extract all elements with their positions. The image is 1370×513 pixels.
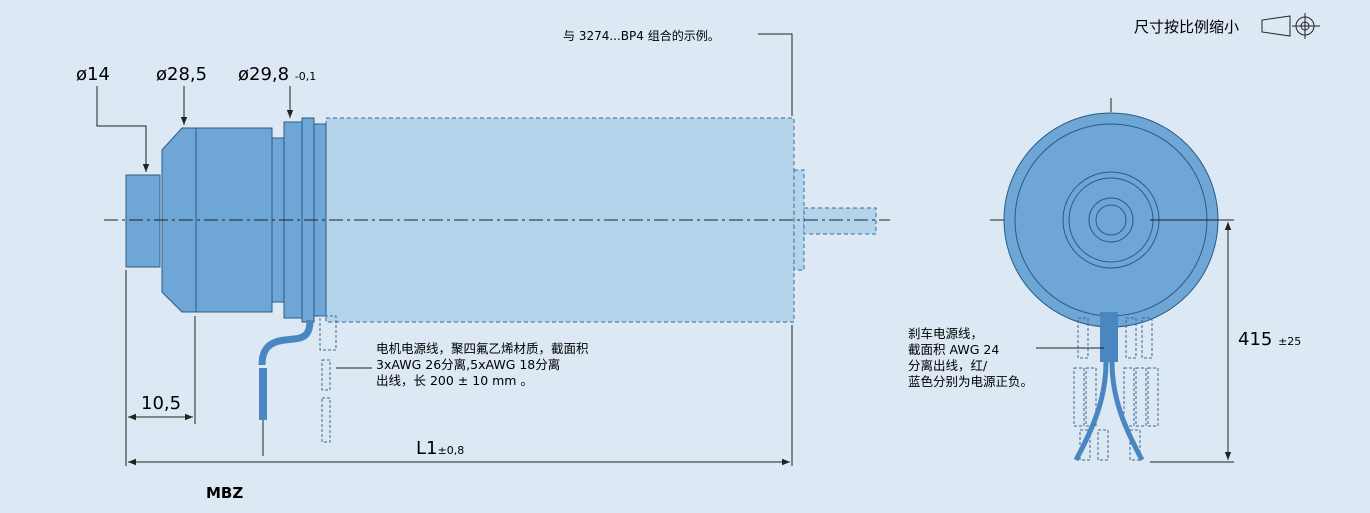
brake-cable-side bbox=[319, 315, 337, 443]
motor-cable-lead bbox=[259, 368, 267, 420]
front-wire-bundle bbox=[1073, 317, 1159, 461]
model-label: MBZ bbox=[206, 484, 244, 502]
output-shaft-tip bbox=[803, 207, 877, 235]
motor-cable bbox=[258, 319, 314, 366]
combination-note: 与 3274...BP4 组合的示例。 bbox=[563, 29, 720, 43]
side-view bbox=[96, 33, 890, 466]
scale-note: 尺寸按比例缩小 bbox=[1134, 18, 1240, 36]
dim-d29-8-tolerance: -0,1 bbox=[294, 70, 317, 83]
dim-d29-8: ø29,8 -0,1 bbox=[238, 64, 316, 85]
leader-combination bbox=[758, 33, 793, 116]
dim-L1: L1±0,8 bbox=[416, 438, 464, 459]
front-brake-cable bbox=[1100, 312, 1118, 362]
dim-d14: ø14 bbox=[76, 64, 110, 85]
motor-cable-note: 电机电源线，聚四氟乙烯材质，截面积 3xAWG 26分离,5xAWG 18分离 … bbox=[376, 341, 589, 388]
dim-d29-8-value: ø29,8 bbox=[238, 64, 290, 85]
front-shaft bbox=[1095, 204, 1127, 236]
projection-symbol-icon bbox=[1261, 13, 1320, 39]
dim-d28-5: ø28,5 bbox=[156, 64, 208, 85]
dim-415-value: 415 bbox=[1238, 329, 1273, 350]
front-brake-wire-1 bbox=[1073, 361, 1109, 462]
leader-d14 bbox=[96, 86, 150, 172]
dim-L1-value: L1 bbox=[416, 438, 438, 459]
dim-415-tolerance: ±25 bbox=[1278, 335, 1302, 348]
motor-shaft-boss bbox=[125, 174, 161, 268]
front-view bbox=[990, 98, 1234, 463]
brake-cable-note: 刹车电源线， 截面积 AWG 24 分离出线，红/ 蓝色分别为电源正负。 bbox=[908, 326, 1034, 389]
dim-415: 415 ±25 bbox=[1238, 329, 1301, 350]
front-brake-wire-2 bbox=[1109, 361, 1145, 462]
dim-L1-tolerance: ±0,8 bbox=[437, 444, 465, 457]
dim-10-5: 10,5 bbox=[141, 393, 182, 414]
